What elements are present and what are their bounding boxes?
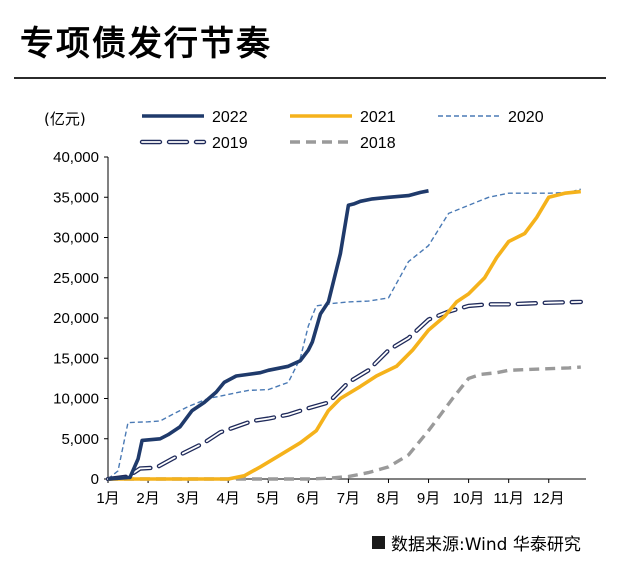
- legend-label-2021: 2021: [360, 109, 396, 126]
- data-source: 数据来源:Wind 华泰研究: [372, 530, 581, 555]
- data-source-text: 数据来源:Wind 华泰研究: [391, 535, 581, 555]
- y-tick-label: 0: [91, 471, 99, 488]
- x-tick-label: 7月: [337, 490, 360, 507]
- legend-label-2020: 2020: [508, 109, 544, 126]
- series-line-2019-inner: [107, 300, 582, 480]
- x-tick-label: 3月: [176, 490, 199, 507]
- x-tick-label: 11月: [493, 490, 524, 507]
- y-tick-label: 30,000: [53, 230, 99, 247]
- page-title: 专项债发行节奏: [20, 24, 272, 64]
- x-tick-label: 10月: [453, 490, 485, 507]
- series-line-2021: [108, 189, 581, 481]
- x-tick-label: 1月: [96, 490, 119, 507]
- y-tick-label: 35,000: [53, 189, 99, 206]
- x-tick-label: 9月: [417, 490, 440, 507]
- legend-label-2022: 2022: [212, 109, 248, 126]
- x-tick-label: 8月: [377, 490, 400, 507]
- x-tick-label: 2月: [136, 490, 159, 507]
- legend-label-2019: 2019: [212, 135, 248, 152]
- square-bullet-icon: [372, 536, 385, 549]
- y-unit-label: (亿元): [44, 110, 86, 128]
- series-line-2019: [105, 299, 583, 482]
- series-line-2018: [108, 365, 581, 481]
- y-tick-label: 10,000: [53, 391, 99, 408]
- series-line-2020: [107, 188, 581, 480]
- x-tick-label: 6月: [297, 490, 320, 507]
- x-tick-label: 5月: [257, 490, 280, 507]
- legend-label-2018: 2018: [360, 135, 396, 152]
- x-tick-label: 12月: [533, 490, 565, 507]
- series-line-2022: [107, 189, 429, 481]
- x-tick-label: 4月: [217, 490, 240, 507]
- y-tick-label: 25,000: [53, 270, 99, 287]
- y-tick-label: 15,000: [53, 350, 99, 367]
- y-tick-label: 40,000: [53, 149, 99, 166]
- y-tick-label: 20,000: [53, 310, 99, 327]
- y-tick-label: 5,000: [61, 431, 99, 448]
- title-divider: [14, 77, 606, 79]
